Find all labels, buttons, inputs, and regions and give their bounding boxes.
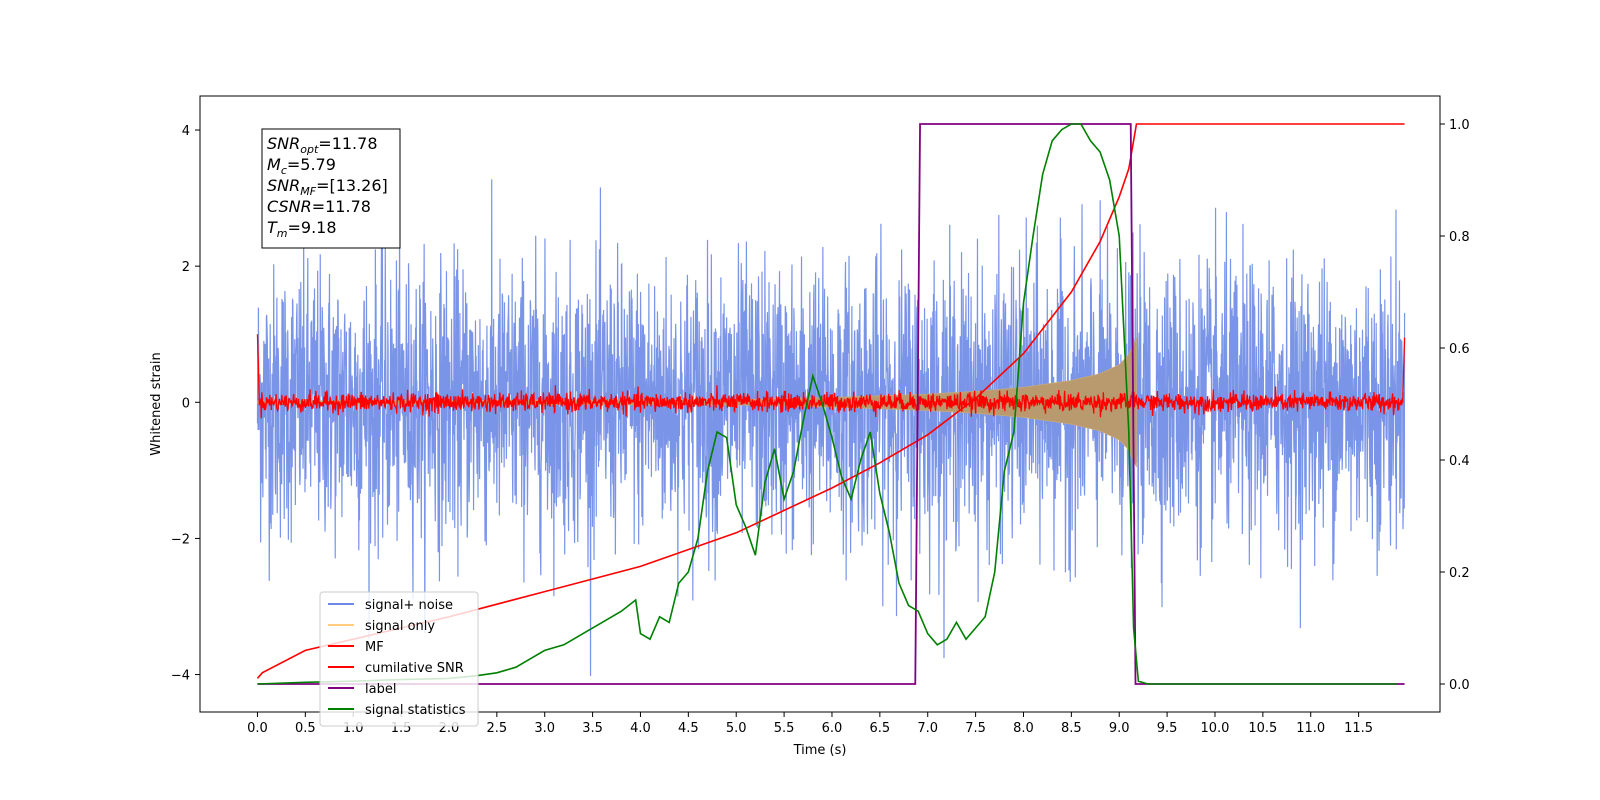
- y2-tick-label: 0.4: [1449, 454, 1470, 469]
- legend-label: MF: [365, 640, 384, 655]
- annotation-subscript: m: [277, 227, 288, 240]
- annotation-subscript: MF: [300, 185, 316, 198]
- x-tick-label: 5.5: [774, 721, 795, 736]
- annotation-symbol: SNR: [267, 134, 300, 153]
- y2-tick-label: 0.8: [1449, 230, 1470, 245]
- annotation-subscript: c: [281, 164, 287, 177]
- annotation-symbol: CSNR: [267, 197, 312, 216]
- x-tick-label: 10.0: [1201, 721, 1230, 736]
- annotation-line: SNRMF=[13.26]: [267, 176, 388, 198]
- annotation-value: =9.18: [288, 218, 337, 237]
- annotation-value: =5.79: [287, 155, 336, 174]
- annotation-line: Tm=9.18: [267, 218, 337, 240]
- x-tick-label: 3.0: [534, 721, 555, 736]
- x-tick-label: 6.5: [870, 721, 891, 736]
- x-tick-label: 6.0: [822, 721, 843, 736]
- y-axis-label: Whitened strain: [149, 352, 164, 455]
- y-axis-left: 4 2 0 −2 −4: [171, 124, 200, 684]
- x-tick-label: 4.0: [630, 721, 651, 736]
- annotation-line: CSNR=11.78: [267, 197, 371, 216]
- annotation-subscript: opt: [300, 143, 319, 156]
- annotation-line: Mc=5.79: [267, 155, 336, 177]
- x-tick-label: 9.0: [1109, 721, 1130, 736]
- plot-frame: [199, 95, 1441, 713]
- series-mf: [256, 334, 1406, 419]
- annotation-value: =11.78: [312, 197, 371, 216]
- y2-tick-label: 1.0: [1449, 118, 1470, 133]
- x-tick-label: 3.5: [582, 721, 603, 736]
- x-tick-label: 5.0: [726, 721, 747, 736]
- legend-label: signal+ noise: [365, 598, 453, 613]
- annotation-value: =11.78: [318, 134, 377, 153]
- series-signal-statistics: [257, 123, 1397, 685]
- x-tick-label: 8.5: [1061, 721, 1082, 736]
- legend: signal+ noise signal only MF cumilative SNR…: [319, 591, 479, 727]
- x-axis-label: Time (s): [793, 743, 847, 758]
- y2-tick-label: 0.6: [1449, 342, 1470, 357]
- annotation-value: =[13.26]: [316, 176, 388, 195]
- legend-label: signal statistics: [365, 703, 466, 718]
- x-tick-label: 0.5: [295, 721, 316, 736]
- x-tick-label: 10.5: [1248, 721, 1277, 736]
- y-tick-label: −4: [171, 669, 190, 684]
- y2-tick-label: 0.2: [1449, 566, 1470, 581]
- y2-tick-label: 0.0: [1449, 678, 1470, 693]
- x-tick-label: 2.5: [486, 721, 507, 736]
- x-tick-label: 11.0: [1296, 721, 1325, 736]
- annotation-symbol: M: [267, 155, 281, 174]
- legend-label: cumilative SNR: [365, 661, 464, 676]
- y-tick-label: 2: [182, 260, 190, 275]
- annotation-symbol: SNR: [267, 176, 300, 195]
- y-tick-label: 0: [182, 396, 190, 411]
- annotation-symbol: T: [267, 218, 278, 237]
- x-tick-label: 8.0: [1013, 721, 1034, 736]
- x-tick-label: 7.0: [917, 721, 938, 736]
- annotation-frame: [261, 128, 401, 249]
- annotation-box: SNRopt=11.78Mc=5.79SNRMF=[13.26]CSNR=11.…: [261, 128, 401, 249]
- x-tick-label: 11.5: [1344, 721, 1373, 736]
- legend-label: label: [365, 682, 396, 697]
- legend-label: signal only: [365, 619, 435, 634]
- annotation-line: SNRopt=11.78: [267, 134, 378, 156]
- y-tick-label: −2: [171, 532, 190, 547]
- legend-frame: [319, 591, 479, 727]
- x-tick-label: 9.5: [1157, 721, 1178, 736]
- x-tick-label: 0.0: [247, 721, 268, 736]
- x-tick-label: 4.5: [678, 721, 699, 736]
- y-tick-label: 4: [182, 124, 190, 139]
- series-signal-noise: [256, 179, 1406, 677]
- y-axis-right: 1.0 0.8 0.6 0.4 0.2 0.0: [1440, 118, 1470, 693]
- x-tick-label: 7.5: [965, 721, 986, 736]
